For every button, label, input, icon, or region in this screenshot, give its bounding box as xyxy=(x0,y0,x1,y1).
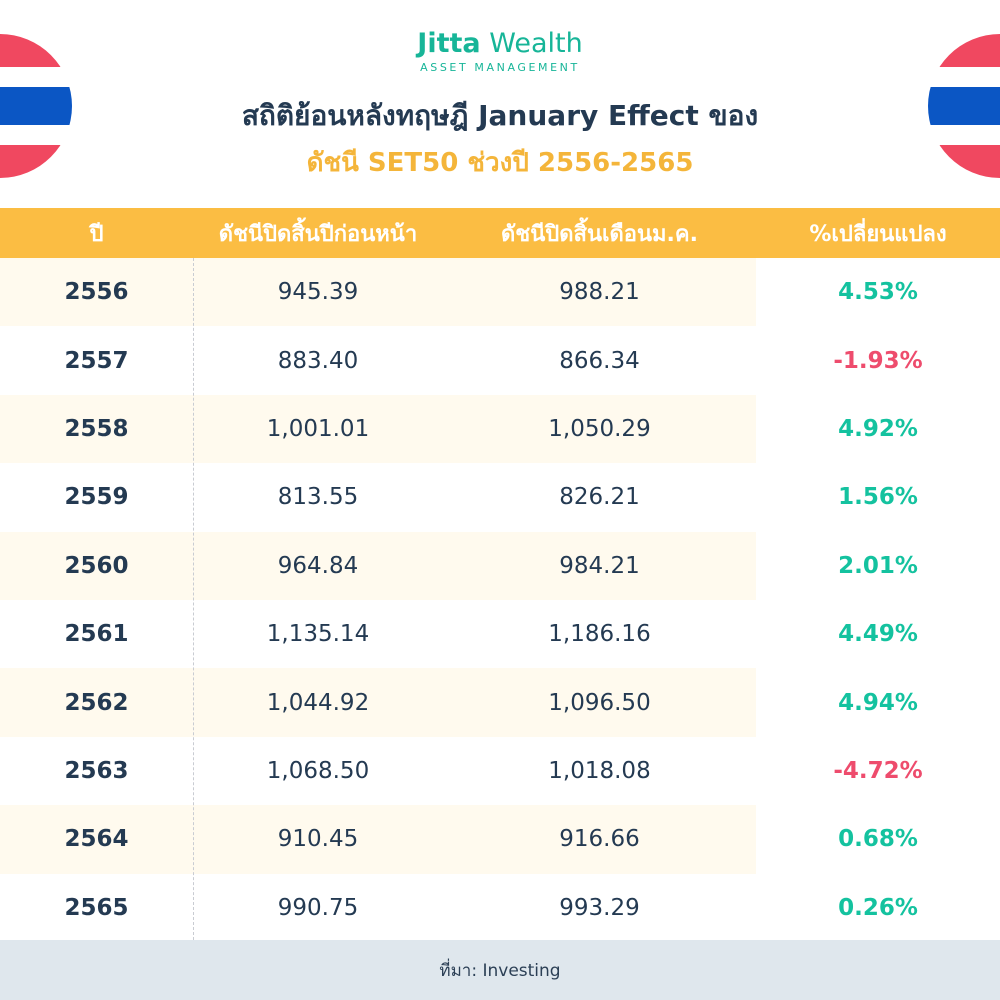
row-band xyxy=(0,258,756,327)
row-band xyxy=(0,668,756,737)
row-band xyxy=(0,531,756,600)
column-divider xyxy=(193,258,194,940)
row-band xyxy=(0,805,756,874)
jan-close-cell: 1,186.16 xyxy=(548,621,651,648)
change-cell: -4.72% xyxy=(833,757,923,784)
row-band xyxy=(0,394,756,464)
column-header-year: ปี xyxy=(89,221,104,247)
jan-close-cell: 866.34 xyxy=(559,347,640,374)
year-cell: 2559 xyxy=(64,484,129,511)
prev-close-cell: 910.45 xyxy=(277,826,359,853)
change-cell: 0.26% xyxy=(838,894,918,921)
stats-table: ปี ดัชนีปิดสิ้นปีก่อนหน้า ดัชนีปิดสิ้นเด… xyxy=(0,208,1000,942)
table-row: 2563 1,068.50 1,018.08 -4.72% xyxy=(0,737,1000,805)
brand-name-light: Wealth xyxy=(480,28,583,59)
change-cell: 4.92% xyxy=(838,415,918,442)
prev-close-cell: 1,001.01 xyxy=(266,415,370,442)
jan-close-cell: 993.29 xyxy=(559,894,640,921)
page-subtitle: ดัชนี SET50 ช่วงปี 2556-2565 xyxy=(306,148,694,178)
table-row: 2562 1,044.92 1,096.50 4.94% xyxy=(0,668,1000,737)
year-cell: 2560 xyxy=(64,552,129,579)
jan-close-cell: 1,096.50 xyxy=(548,689,651,716)
prev-close-cell: 883.40 xyxy=(277,347,359,374)
year-cell: 2557 xyxy=(64,347,129,374)
change-cell: 2.01% xyxy=(838,552,918,579)
change-cell: -1.93% xyxy=(833,347,923,374)
brand-name-bold: Jitta xyxy=(417,28,481,59)
jan-close-cell: 1,050.29 xyxy=(548,415,651,442)
change-cell: 0.68% xyxy=(838,826,918,853)
jan-close-cell: 984.21 xyxy=(559,552,640,579)
source-footer: ที่มา: Investing xyxy=(0,940,1000,1000)
prev-close-cell: 964.84 xyxy=(277,552,359,579)
change-cell: 1.56% xyxy=(838,484,918,511)
year-cell: 2561 xyxy=(64,621,129,648)
year-cell: 2562 xyxy=(64,689,129,716)
brand-tagline: ASSET MANAGEMENT xyxy=(420,61,580,74)
year-cell: 2564 xyxy=(64,826,129,853)
prev-close-cell: 1,135.14 xyxy=(266,621,370,648)
prev-close-cell: 1,044.92 xyxy=(266,689,370,716)
thailand-flag-icon xyxy=(928,34,1000,178)
thailand-flag-icon xyxy=(0,34,72,178)
prev-close-cell: 813.55 xyxy=(277,484,359,511)
jan-close-cell: 1,018.08 xyxy=(548,757,651,784)
prev-close-cell: 990.75 xyxy=(277,894,359,921)
table-row: 2559 813.55 826.21 1.56% xyxy=(0,463,1000,531)
table-header: ปี ดัชนีปิดสิ้นปีก่อนหน้า ดัชนีปิดสิ้นเด… xyxy=(0,208,1000,258)
year-cell: 2556 xyxy=(64,279,129,306)
jan-close-cell: 988.21 xyxy=(559,279,640,306)
table-row: 2561 1,135.14 1,186.16 4.49% xyxy=(0,600,1000,668)
change-cell: 4.53% xyxy=(838,279,918,306)
column-header-prev-close: ดัชนีปิดสิ้นปีก่อนหน้า xyxy=(218,221,418,247)
change-cell: 4.49% xyxy=(838,621,918,648)
jan-close-cell: 916.66 xyxy=(559,826,640,853)
table-row: 2556 945.39 988.21 4.53% xyxy=(0,258,1000,327)
column-header-change: %เปลี่ยนแปลง xyxy=(809,221,947,247)
table-body: 2556 945.39 988.21 4.53% 2557 883.40 866.34 -1.… xyxy=(0,258,1000,942)
table-row: 2564 910.45 916.66 0.68% xyxy=(0,805,1000,874)
jan-close-cell: 826.21 xyxy=(559,484,640,511)
brand-logo: Jitta Wealth ASSET MANAGEMENT xyxy=(0,28,1000,74)
table-row: 2558 1,001.01 1,050.29 4.92% xyxy=(0,394,1000,464)
table-row: 2557 883.40 866.34 -1.93% xyxy=(0,326,1000,394)
page-title: สถิติย้อนหลังทฤษฎี January Effect ของ xyxy=(241,99,759,132)
year-cell: 2563 xyxy=(64,757,129,784)
column-header-jan-close: ดัชนีปิดสิ้นเดือนม.ค. xyxy=(501,221,698,247)
change-cell: 4.94% xyxy=(838,689,918,716)
year-cell: 2558 xyxy=(64,415,129,442)
table-row: 2565 990.75 993.29 0.26% xyxy=(0,874,1000,942)
table-row: 2560 964.84 984.21 2.01% xyxy=(0,531,1000,600)
prev-close-cell: 945.39 xyxy=(277,279,359,306)
prev-close-cell: 1,068.50 xyxy=(266,757,370,784)
year-cell: 2565 xyxy=(64,894,129,921)
